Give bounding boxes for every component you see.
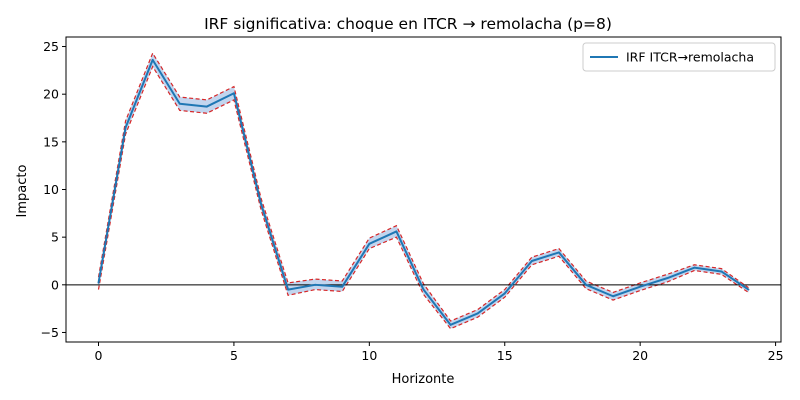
data-point — [693, 266, 696, 269]
confidence-band — [97, 51, 749, 330]
y-tick-label: 5 — [51, 230, 59, 245]
plot-frame — [65, 36, 782, 343]
y-axis-label: Impacto — [15, 165, 30, 218]
band-upper-line — [97, 51, 749, 322]
legend: IRF ITCR→remolacha — [582, 42, 776, 72]
data-point — [530, 260, 533, 262]
data-point — [747, 288, 750, 291]
x-tick-label: 0 — [95, 348, 103, 363]
y-axis: −5 0 5 10 15 20 25 — [41, 39, 66, 340]
chart-title: IRF significativa: choque en ITCR → remo… — [204, 15, 612, 33]
x-tick-label: 5 — [230, 348, 238, 363]
y-tick-label: 15 — [43, 134, 59, 149]
data-point — [585, 283, 587, 286]
data-point — [666, 277, 669, 280]
y-tick-label: −5 — [41, 325, 59, 340]
data-point — [612, 295, 614, 298]
y-tick-label: 25 — [43, 39, 59, 54]
plot-area — [65, 36, 782, 343]
data-point — [368, 242, 371, 245]
data-point — [503, 292, 506, 295]
x-tick-label: 10 — [361, 348, 377, 363]
data-point — [97, 282, 100, 284]
data-point — [422, 288, 425, 291]
data-point — [151, 58, 154, 61]
data-point — [205, 105, 208, 108]
data-point — [287, 288, 289, 291]
y-tick-label: 20 — [43, 87, 59, 102]
x-axis-label: Horizonte — [392, 372, 455, 387]
y-tick-label: 0 — [51, 277, 59, 292]
band-lower-line — [97, 65, 749, 330]
data-point — [720, 270, 723, 273]
x-tick-label: 25 — [768, 348, 784, 363]
x-axis: 0 5 10 15 20 25 — [95, 342, 784, 363]
data-point — [314, 283, 317, 286]
data-point — [639, 285, 642, 288]
legend-label-irf: IRF ITCR→remolacha — [626, 50, 754, 65]
legend-box — [582, 42, 776, 72]
y-tick-label: 10 — [43, 182, 59, 197]
data-point — [476, 312, 479, 315]
data-point — [260, 202, 262, 205]
data-point — [341, 285, 344, 288]
band-fill — [98, 53, 749, 329]
data-point — [233, 92, 235, 95]
data-point — [395, 230, 398, 233]
data-point — [124, 126, 127, 129]
x-tick-label: 20 — [632, 348, 648, 363]
data-point — [558, 251, 560, 254]
data-point — [449, 323, 452, 326]
series-layer — [97, 58, 750, 326]
data-point — [178, 102, 181, 105]
x-tick-label: 15 — [497, 348, 513, 363]
